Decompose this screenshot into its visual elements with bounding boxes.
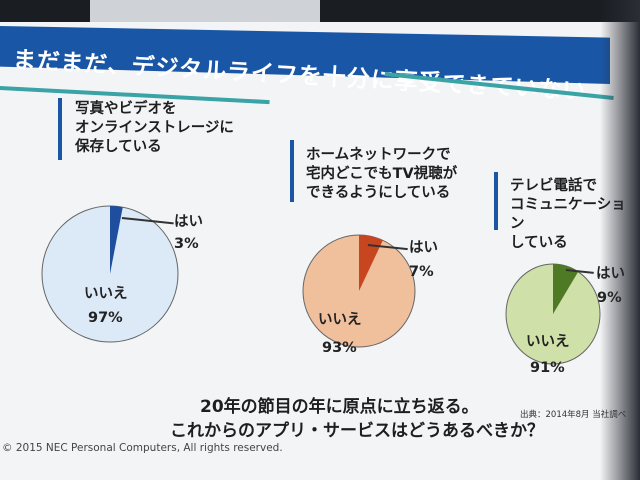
pie2-slice-yes: [359, 235, 383, 291]
footer-message-line2: これからのアプリ・サービスはどうあるべきか？: [170, 421, 544, 441]
pie2-no-label: いいえ: [318, 312, 362, 328]
question-bar-3: [494, 172, 498, 230]
pie1-yes-value: 3%: [174, 236, 199, 252]
pie3-slice-yes: [553, 264, 579, 314]
pie-chart-1: [41, 205, 179, 343]
pie2-yes-value: 7%: [409, 264, 434, 280]
pie1-slice-yes: [110, 206, 123, 274]
presentation-slide: まだまだ、デジタルライフを十分に享受できていない 写真やビデオを オンラインスト…: [0, 22, 640, 480]
pie2-yes-label: はい: [409, 240, 438, 256]
copyright-notice: © 2015 NEC Personal Computers, All right…: [2, 442, 283, 454]
pie1-no-label: いいえ: [84, 286, 128, 302]
pie-chart-3: [505, 263, 601, 365]
question-bar-1: [58, 98, 62, 160]
screen-edge-shadow: [600, 0, 640, 480]
footer-message-line1: 20年の節目の年に原点に立ち返る。: [200, 397, 479, 417]
pie-chart-2: [302, 234, 416, 348]
pie1-yes-label: はい: [174, 214, 203, 230]
pie2-no-value: 93%: [322, 340, 357, 356]
pie3-no-label: いいえ: [526, 334, 570, 350]
pie1-no-value: 97%: [88, 310, 123, 326]
question-1: 写真やビデオを オンラインストレージに 保存している: [75, 101, 234, 155]
question-3: テレビ電話で コミュニケーション している: [510, 178, 626, 251]
pie3-no-value: 91%: [530, 360, 565, 376]
question-2: ホームネットワークで 宅内どこでもTV視聴が できるようにしている: [306, 147, 458, 201]
question-bar-2: [290, 140, 294, 202]
source-note: 出典：2014年8月 当社調べ: [520, 410, 627, 420]
